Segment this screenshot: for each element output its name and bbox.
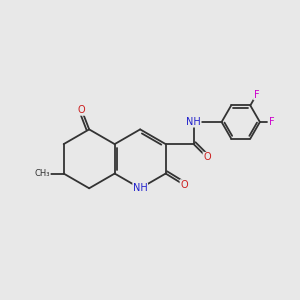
Text: NH: NH: [133, 183, 148, 193]
Text: O: O: [78, 105, 85, 115]
Text: NH: NH: [186, 117, 201, 127]
Text: CH₃: CH₃: [35, 169, 50, 178]
Text: O: O: [180, 180, 188, 190]
Text: O: O: [203, 152, 211, 162]
Text: F: F: [254, 90, 259, 100]
Text: F: F: [269, 117, 275, 127]
